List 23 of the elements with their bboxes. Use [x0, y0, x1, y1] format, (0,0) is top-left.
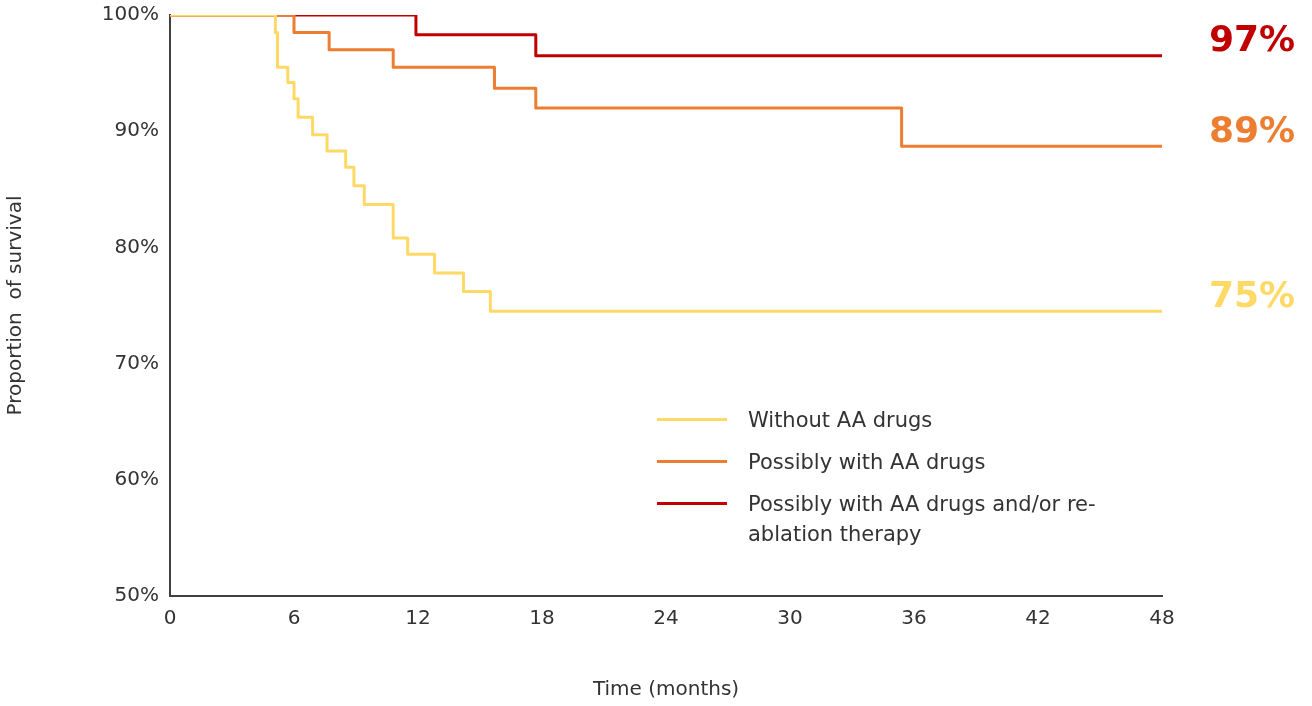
x-tick-label: 36: [901, 605, 927, 630]
text: 75%: [1208, 273, 1296, 315]
text: 97%: [1208, 18, 1296, 60]
x-tick-label: 24: [653, 605, 679, 630]
x-tick-label: 12: [405, 605, 431, 630]
y-tick-label: 80%: [114, 233, 159, 258]
y-tick-label: 90%: [114, 117, 159, 142]
y-tick-label: 50%: [114, 582, 159, 607]
x-tick-label: 18: [529, 605, 555, 630]
y-axis-title: Proportion of survival: [2, 195, 27, 416]
x-tick-label: 6: [287, 605, 301, 630]
legend-label: Possibly with AA drugs: [748, 449, 986, 476]
text: 89%: [1208, 108, 1296, 150]
x-axis-title: Time (months): [591, 676, 740, 701]
y-tick-label: 100%: [101, 1, 159, 26]
legend-label: Possibly with AA drugs and/or re-ablation therapy: [748, 491, 1097, 548]
y-tick-label: 60%: [114, 466, 159, 490]
y-tick-label: 70%: [114, 349, 159, 374]
x-tick-label: 42: [1025, 605, 1051, 630]
legend-label: Without AA drugs: [748, 407, 933, 434]
x-tick-label: 30: [777, 605, 803, 630]
x-tick-label: 0: [163, 605, 177, 630]
x-tick-label: 48: [1149, 605, 1175, 630]
